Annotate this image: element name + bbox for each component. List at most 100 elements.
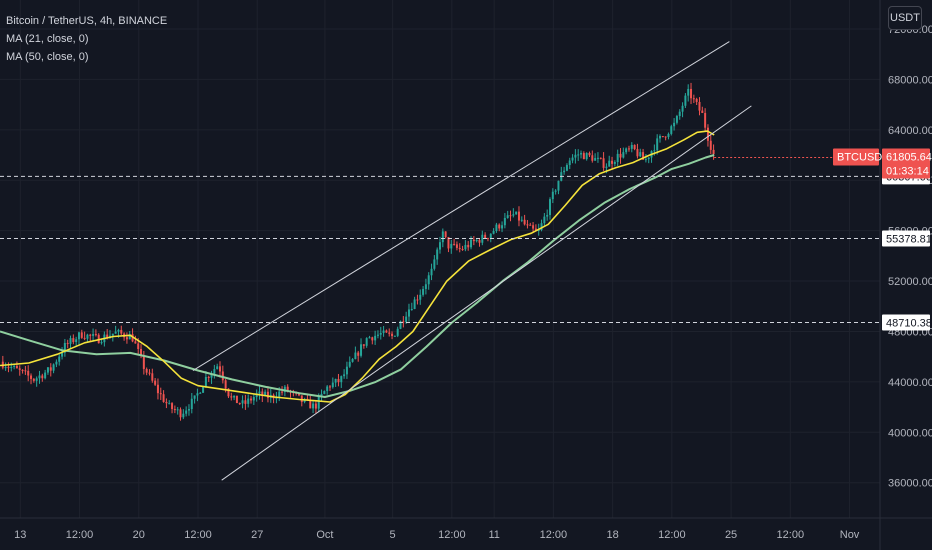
candle-body — [252, 397, 255, 401]
candle-body — [551, 191, 554, 200]
countdown-label: 01:33:14 — [886, 165, 929, 177]
candle-body — [379, 332, 382, 335]
candle-body — [230, 396, 233, 398]
candle-body — [472, 239, 475, 242]
chart-legend: Bitcoin / TetherUS, 4h, BINANCE MA (21, … — [6, 12, 167, 66]
candle-body — [196, 393, 199, 396]
candle-body — [616, 153, 619, 163]
candle-body — [675, 116, 678, 123]
candle-body — [185, 410, 188, 414]
candle-body — [419, 294, 422, 300]
candle-body — [436, 249, 439, 260]
candle-body — [554, 190, 557, 192]
level-tag-label: 55378.81 — [886, 233, 932, 245]
candle-body — [297, 393, 300, 396]
x-tick-label: 12:00 — [438, 529, 466, 541]
candle-body — [594, 158, 597, 161]
candle-body — [30, 375, 33, 379]
candle-body — [224, 380, 227, 389]
candle-body — [467, 244, 470, 248]
candle-body — [261, 391, 264, 396]
candle-body — [32, 378, 35, 381]
candle-body — [630, 144, 633, 149]
candle-body — [701, 110, 704, 113]
candle-body — [486, 238, 489, 240]
candle-body — [633, 144, 636, 150]
candle-body — [114, 331, 117, 334]
candle-body — [258, 391, 261, 394]
candle-body — [75, 339, 78, 343]
candle-body — [591, 155, 594, 161]
candle-body — [526, 224, 529, 226]
x-tick-label: Oct — [316, 529, 333, 541]
candle-body — [264, 391, 267, 396]
candle-body — [46, 367, 49, 373]
x-tick-label: 12:00 — [658, 529, 686, 541]
candle-body — [83, 337, 86, 339]
candle-body — [712, 149, 715, 155]
candle-body — [407, 309, 410, 317]
candle-body — [156, 384, 159, 394]
candle-body — [704, 112, 707, 128]
candle-body — [393, 335, 396, 337]
candle-body — [154, 380, 157, 385]
candle-body — [100, 342, 103, 344]
x-tick-label: 5 — [390, 529, 396, 541]
candle-body — [644, 159, 647, 161]
candle-body — [210, 373, 213, 378]
candle-body — [427, 275, 430, 285]
candle-body — [13, 365, 16, 367]
channel-line-lower — [221, 105, 752, 481]
x-tick-label: 11 — [488, 529, 499, 541]
candle-body — [455, 244, 458, 248]
candle-body — [698, 101, 701, 111]
candle-body — [470, 239, 473, 248]
ma21-legend[interactable]: MA (21, close, 0) — [6, 33, 89, 45]
candle-body — [281, 391, 284, 393]
candle-body — [329, 386, 331, 388]
candle-body — [351, 359, 354, 362]
candle-body — [532, 225, 535, 229]
candle-body — [309, 399, 312, 409]
candle-body — [117, 329, 120, 332]
candle-body — [405, 316, 408, 322]
candle-body — [69, 338, 72, 344]
candle-body — [340, 376, 343, 383]
candle-body — [568, 160, 571, 166]
candle-body — [128, 334, 131, 340]
current-price-label: 61805.64 — [886, 151, 932, 163]
candle-body — [176, 409, 179, 411]
candle-body — [15, 365, 18, 369]
candle-body — [670, 126, 673, 134]
candle-body — [489, 233, 492, 239]
candle-body — [441, 231, 444, 243]
candle-body — [557, 180, 560, 191]
x-tick-label: 13 — [14, 529, 26, 541]
candle-body — [368, 337, 371, 339]
candle-body — [362, 344, 365, 346]
candle-body — [413, 299, 416, 309]
candle-body — [512, 214, 515, 216]
x-tick-label: 18 — [606, 529, 618, 541]
symbol-title[interactable]: Bitcoin / TetherUS, 4h, BINANCE — [6, 15, 168, 27]
candle-body — [145, 368, 148, 373]
candle-body — [506, 215, 509, 218]
candle-body — [543, 216, 546, 224]
candle-body — [283, 386, 286, 392]
currency-button[interactable]: USDT — [888, 6, 922, 30]
candle-body — [475, 240, 478, 242]
candle-body — [520, 219, 523, 221]
ma50-legend[interactable]: MA (50, close, 0) — [6, 51, 89, 63]
candle-body — [582, 153, 585, 160]
symbol-tag — [833, 148, 879, 166]
candle-body — [354, 352, 357, 360]
candle-body — [173, 409, 176, 411]
candle-body — [345, 366, 348, 375]
candle-body — [402, 321, 405, 323]
candle-body — [619, 153, 622, 158]
candle-body — [171, 403, 174, 410]
candle-body — [52, 364, 55, 371]
candle-body — [238, 403, 241, 405]
candle-body — [599, 157, 602, 159]
